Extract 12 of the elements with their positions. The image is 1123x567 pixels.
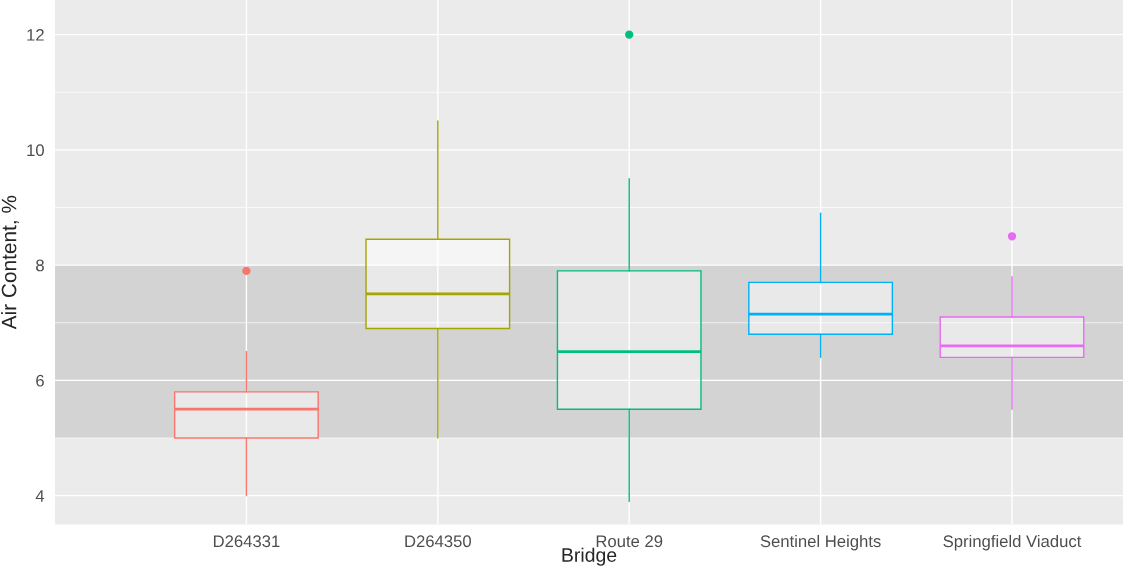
y-tick-label: 6 xyxy=(36,374,44,387)
y-tick-label: 12 xyxy=(27,28,44,41)
x-tick-label: Sentinel Heights xyxy=(760,534,881,551)
x-tick-label: Springfield Viaduct xyxy=(943,534,1082,551)
x-tick-label: D264350 xyxy=(405,535,471,548)
y-tick-label: 4 xyxy=(35,490,45,502)
y-tick-label: 8 xyxy=(36,259,44,272)
x-tick-label: Route 29 xyxy=(596,535,663,548)
y-tick-label: 10 xyxy=(27,144,44,157)
x-tick-label: D264331 xyxy=(213,535,280,548)
x-axis-title: Bridge xyxy=(562,547,617,566)
y-axis-title: Air Content, % xyxy=(1,195,19,330)
